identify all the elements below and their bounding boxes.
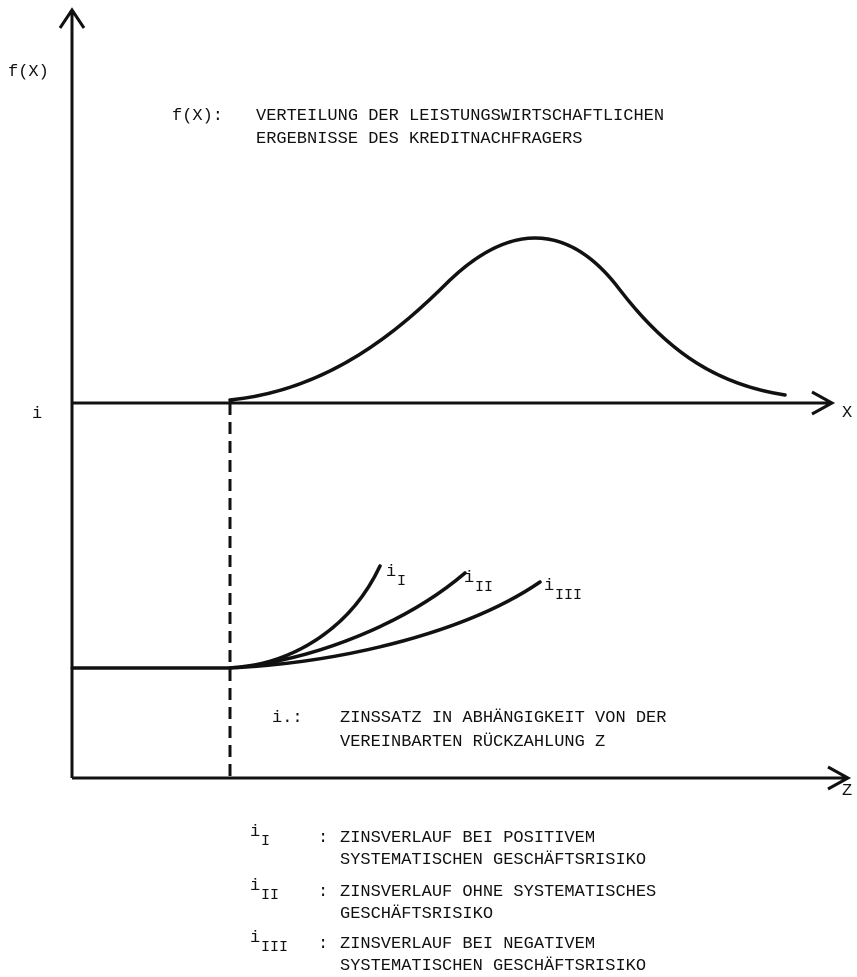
legend-line: GESCHÄFTSRISIKO <box>340 904 493 924</box>
i-term: i.: <box>272 709 303 728</box>
legend-line: SYSTEMATISCHEN GESCHÄFTSRISIKO <box>340 850 646 870</box>
i-line: ZINSSATZ IN ABHÄNGIGKEIT VON DER <box>340 708 666 728</box>
symbol-sub: III <box>261 939 288 956</box>
legend-line: SYSTEMATISCHEN GESCHÄFTSRISIKO <box>340 956 646 976</box>
symbol-base: i <box>464 569 474 588</box>
symbol-base: i <box>250 823 260 842</box>
z-axis-label: Z <box>842 782 852 801</box>
symbol-sub: I <box>397 573 406 590</box>
z-axis <box>72 765 852 791</box>
symbol-base: i <box>250 877 260 896</box>
symbol-sub: II <box>261 887 279 904</box>
f-line: VERTEILUNG DER LEISTUNGSWIRTSCHAFTLICHEN <box>256 107 664 126</box>
legend-separator: : <box>318 883 328 902</box>
legend-line: ZINSVERLAUF BEI NEGATIVEM <box>340 935 595 954</box>
legend-line: ZINSVERLAUF OHNE SYSTEMATISCHES <box>340 883 656 902</box>
f-line: ERGEBNISSE DES KREDITNACHFRAGERS <box>256 130 582 149</box>
symbol-sub: II <box>475 579 493 596</box>
x-axis <box>72 390 836 416</box>
i-axis-label: i <box>32 405 42 424</box>
curve-i-III <box>228 580 542 670</box>
symbol-sub: I <box>261 833 270 850</box>
symbol-sub: III <box>555 587 582 604</box>
i-line: VEREINBARTEN RÜCKZAHLUNG Z <box>340 732 605 752</box>
legend-line: ZINSVERLAUF BEI POSITIVEM <box>340 829 595 848</box>
f-term: f(X): <box>172 107 223 126</box>
fx-axis-label: f(X) <box>8 63 49 82</box>
curve-i-II <box>228 571 467 670</box>
symbol-base: i <box>250 929 260 948</box>
legend-separator: : <box>318 935 328 954</box>
symbol-base: i <box>386 563 396 582</box>
legend: i I: ZINSVERLAUF BEI POSITIVEMSYSTEMATISCH… <box>250 823 656 976</box>
symbol-base: i <box>544 577 554 596</box>
x-axis-label: X <box>842 404 852 423</box>
vertical-axis <box>58 7 86 778</box>
distribution-curve <box>228 236 787 402</box>
legend-separator: : <box>318 829 328 848</box>
